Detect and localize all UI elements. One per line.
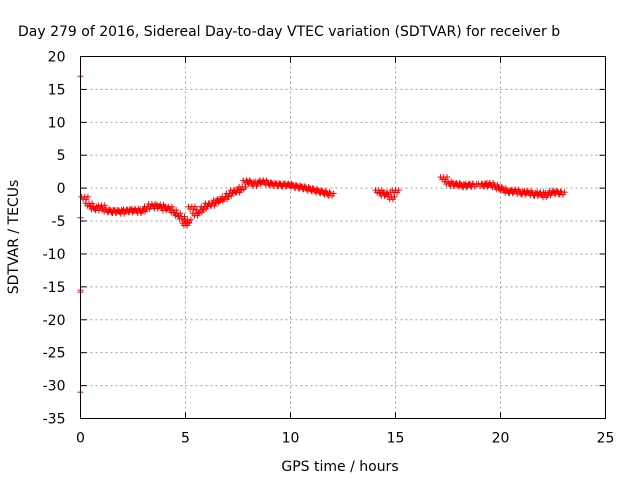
data-points: [77, 73, 568, 396]
y-tick-label: -25: [43, 346, 66, 362]
y-tick-label: -15: [43, 280, 66, 296]
x-tick-label: 10: [282, 431, 300, 447]
x-tick-label: 5: [181, 431, 190, 447]
y-tick-label: -20: [43, 313, 66, 329]
plot-frame: [80, 56, 606, 419]
x-axis-label: GPS time / hours: [281, 459, 398, 475]
grid: [80, 56, 606, 419]
y-tick-label: 0: [57, 181, 66, 197]
y-tick-label: 20: [48, 50, 66, 66]
y-tick-label: -30: [43, 379, 66, 395]
x-tick-label: 15: [387, 431, 405, 447]
y-tick-label: 10: [48, 115, 66, 131]
y-tick-label: -35: [43, 412, 66, 428]
chart-title: Day 279 of 2016, Sidereal Day-to-day VTE…: [18, 24, 560, 40]
x-tick-label: 0: [76, 431, 85, 447]
x-tick-label: 25: [597, 431, 615, 447]
y-tick-label: -5: [52, 214, 66, 230]
y-axis-label: SDTVAR / TECUs: [6, 180, 22, 295]
y-tick-label: -10: [43, 247, 66, 263]
x-tick-label: 20: [492, 431, 510, 447]
y-tick-label: 15: [48, 82, 66, 98]
axis-ticks: 20 15 10 5 0 -5 -10 -15 -20 -25 -30 -35 0 5 10 15 20 25: [43, 50, 615, 447]
y-tick-label: 5: [57, 148, 66, 164]
